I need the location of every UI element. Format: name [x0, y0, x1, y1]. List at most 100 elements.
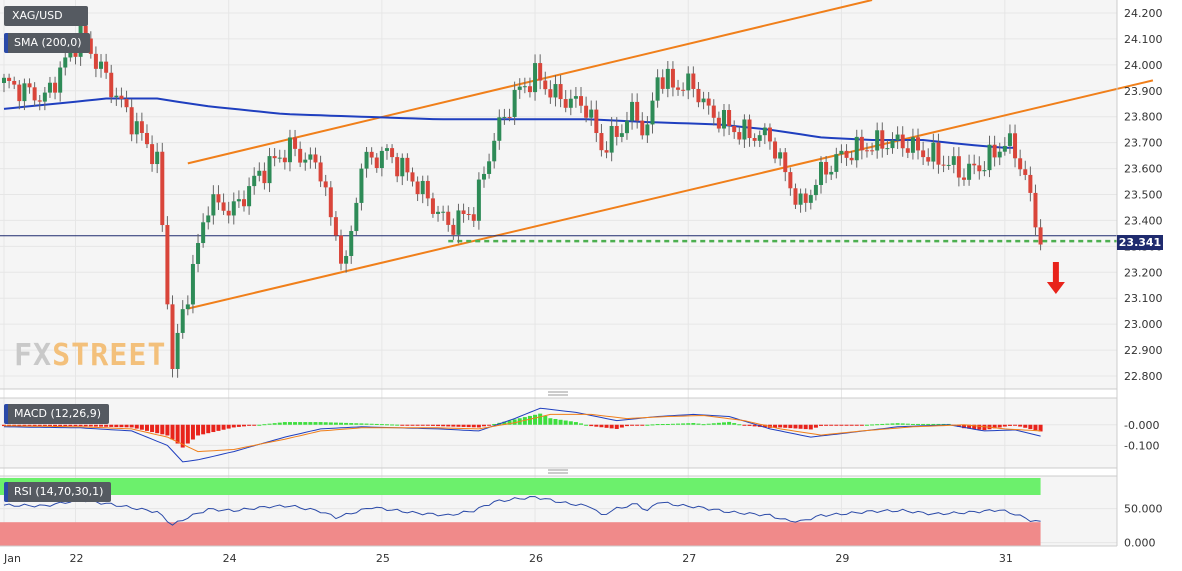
- candle-body: [27, 83, 32, 88]
- macd-histogram-bar: [267, 423, 272, 425]
- candle-body: [813, 184, 818, 196]
- candle-body: [487, 161, 492, 174]
- macd-histogram-bar: [584, 424, 589, 426]
- candle-body: [686, 73, 691, 91]
- macd-histogram-bar: [660, 424, 665, 426]
- macd-histogram-bar: [63, 424, 68, 427]
- candle-body: [359, 168, 364, 203]
- candle-body: [37, 100, 42, 102]
- rsi-tick-label: 0.000: [1124, 537, 1156, 550]
- macd-histogram-bar: [328, 422, 333, 425]
- resize-handle-macd[interactable]: [548, 391, 568, 396]
- candle-body: [114, 95, 119, 98]
- sma-label[interactable]: SMA (200,0): [4, 33, 90, 53]
- macd-histogram-bar: [415, 424, 420, 426]
- candle-body: [875, 130, 880, 151]
- macd-histogram-bar: [854, 424, 859, 426]
- macd-histogram-bar: [114, 424, 119, 428]
- macd-histogram-bar: [563, 420, 568, 425]
- macd-histogram-bar: [961, 424, 966, 429]
- macd-histogram-bar: [573, 422, 578, 425]
- candle-body: [670, 68, 675, 88]
- macd-histogram-bar: [456, 424, 461, 427]
- candle-body: [180, 309, 185, 333]
- candle-body: [931, 142, 936, 162]
- macd-histogram-bar: [282, 422, 287, 425]
- macd-histogram-bar: [936, 423, 941, 425]
- macd-histogram-bar: [864, 424, 869, 426]
- symbol-label[interactable]: XAG/USD: [4, 6, 88, 26]
- macd-histogram-bar: [982, 424, 987, 431]
- candle-body: [446, 211, 451, 225]
- macd-histogram-bar: [405, 424, 410, 426]
- candle-body: [2, 77, 6, 83]
- candle-body: [344, 255, 349, 264]
- candle-body: [369, 151, 374, 158]
- macd-histogram-bar: [461, 424, 466, 427]
- macd-histogram-bar: [298, 422, 303, 425]
- candle-body: [160, 151, 165, 226]
- resize-handle-rsi[interactable]: [548, 469, 568, 474]
- macd-histogram-bar: [487, 424, 492, 426]
- candle-body: [604, 150, 609, 153]
- macd-histogram-bar: [1013, 424, 1018, 426]
- macd-histogram-bar: [58, 424, 63, 427]
- candle-body: [967, 163, 972, 180]
- candle-body: [706, 98, 711, 106]
- candle-body: [282, 157, 287, 163]
- macd-histogram-bar: [905, 423, 910, 425]
- macd-histogram-bar: [681, 423, 686, 425]
- macd-histogram-bar: [992, 424, 997, 429]
- candle-body: [313, 154, 318, 163]
- macd-histogram-bar: [293, 422, 298, 425]
- channel-lower-line: [187, 79, 1154, 310]
- candle-body: [267, 156, 272, 184]
- macd-histogram-bar: [139, 424, 144, 430]
- macd-histogram-bar: [257, 424, 262, 426]
- macd-histogram-bar: [32, 424, 37, 427]
- candle-body: [83, 25, 88, 39]
- macd-histogram-bar: [956, 424, 961, 427]
- macd-label[interactable]: MACD (12,26,9): [4, 404, 110, 424]
- macd-histogram-bar: [640, 424, 645, 426]
- macd-histogram-bar: [941, 423, 946, 425]
- macd-histogram-bar: [635, 424, 640, 426]
- candle-body: [870, 150, 875, 152]
- macd-histogram-bar: [119, 424, 124, 428]
- macd-histogram-bar: [1007, 424, 1012, 426]
- candle-body: [594, 109, 599, 134]
- macd-histogram-bar: [262, 424, 267, 426]
- macd-histogram-bar: [104, 424, 109, 427]
- candle-body: [277, 157, 282, 159]
- candle-body: [716, 117, 721, 129]
- candle-body: [885, 148, 890, 150]
- candle-body: [956, 156, 961, 178]
- rsi-label[interactable]: RSI (14,70,30,1): [4, 482, 112, 502]
- macd-histogram-bar: [655, 424, 660, 426]
- candle-body: [517, 86, 522, 90]
- macd-histogram-bar: [972, 424, 977, 430]
- candle-body: [783, 152, 788, 173]
- price-tick-label: 23.900: [1124, 85, 1163, 98]
- current-price-tag: 23.341: [1117, 235, 1163, 250]
- candle-body: [1023, 169, 1028, 175]
- macd-histogram-bar: [201, 424, 206, 435]
- macd-histogram-bar: [47, 424, 52, 427]
- candle-body: [298, 148, 303, 163]
- candle-body: [721, 109, 726, 129]
- macd-histogram-bar: [109, 424, 114, 427]
- candle-body: [778, 152, 783, 159]
- candle-body: [951, 156, 956, 165]
- macd-histogram-bar: [624, 424, 629, 427]
- macd-histogram-bar: [252, 424, 257, 426]
- macd-histogram-bar: [425, 424, 430, 426]
- indicators: [0, 407, 1043, 546]
- macd-histogram-bar: [124, 424, 129, 428]
- candle-body: [732, 125, 737, 133]
- macd-histogram-bar: [410, 424, 415, 426]
- macd-histogram-bar: [839, 424, 844, 426]
- candle-body: [241, 199, 246, 207]
- time-tick-label: 24: [223, 552, 237, 565]
- candle-body: [650, 100, 655, 125]
- candle-body: [640, 120, 645, 136]
